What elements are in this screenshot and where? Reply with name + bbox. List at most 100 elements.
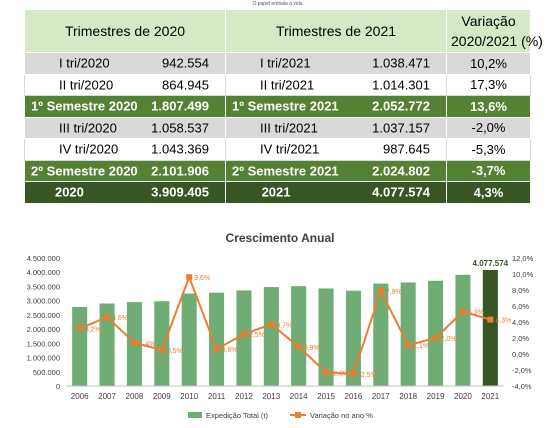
x-axis-tick-label: 2019 (427, 392, 445, 401)
cell-2020: 2º Semestre 2020 2.101.906 (24, 159, 226, 182)
last-bar-data-label: 4.077.574 (473, 259, 509, 268)
left-axis-tick-label: 2.000.000 (27, 325, 60, 334)
table-header-row: Trimestres de 2020 Trimestres de 2021 Va… (24, 9, 543, 53)
line-point (350, 371, 357, 377)
line-data-label: -2,3% (331, 370, 349, 377)
cell-variation: 13,6% (446, 95, 531, 118)
bar (209, 292, 225, 386)
x-axis-tick-label: 2021 (481, 392, 499, 401)
x-axis-tick-label: 2006 (71, 392, 89, 401)
cell-2020: I tri/2020 942.554 (24, 52, 226, 75)
header-variation: Variação 2020/2021 (%) (446, 9, 543, 53)
right-axis-tick-label: -4,0% (512, 382, 532, 391)
line-data-label: -2,5% (358, 372, 376, 379)
x-axis-tick-label: 2012 (235, 392, 253, 401)
right-axis-tick-label: 12,0% (512, 254, 534, 263)
bar (263, 287, 279, 386)
cell-2021: 2º Semestre 2021 2.024.802 (225, 159, 447, 182)
x-axis-tick-label: 2018 (399, 392, 417, 401)
row-label: 2021 (261, 184, 291, 200)
line-data-label: 4,6% (112, 315, 128, 322)
cell-2021: 1º Semestre 2021 2.052.772 (225, 95, 447, 118)
cell-2021: II tri/2021 1.014.301 (225, 73, 447, 96)
bar (318, 288, 334, 386)
row-value: 987.645 (383, 141, 430, 157)
x-axis-tick-label: 2013 (262, 392, 280, 401)
right-axis-tick-label: 4,0% (512, 318, 529, 327)
line-data-label: 0,5% (167, 348, 183, 355)
legend-bar-swatch (188, 412, 202, 418)
annual-growth-chart: Crescimento Anual 0 500.000 1.000.000 1.500.… (27, 231, 534, 420)
bar (291, 286, 307, 386)
line-point (186, 274, 193, 281)
line-point (295, 343, 302, 350)
line-point (240, 331, 247, 337)
cell-variation: 4,3% (446, 181, 531, 204)
row-label: I tri/2020 (59, 55, 110, 71)
row-label: IV tri/2020 (59, 141, 119, 157)
line-data-label: 0,6% (222, 347, 238, 354)
legend-label: Variação no ano % (310, 411, 373, 420)
table-row: 1º Semestre 2020 1.807.499 1º Semestre 202… (24, 95, 531, 118)
line-point (432, 335, 439, 341)
line-point (405, 342, 412, 349)
line-point (459, 308, 466, 315)
line-data-label: 4,3% (495, 318, 511, 325)
left-axis-tick-label: 1.000.000 (27, 354, 60, 363)
right-axis-tick-label: 2,0% (512, 334, 529, 343)
legend-line-marker (295, 412, 301, 418)
right-axis-tick-label: 0,0% (512, 350, 529, 359)
bar (400, 282, 416, 386)
line-point (213, 346, 220, 353)
left-axis-tick-label: 2.500.000 (27, 311, 60, 320)
row-value: 1.807.499 (151, 98, 209, 114)
left-axis-tick-label: 1.500.000 (27, 339, 60, 348)
row-value: 1.058.537 (151, 120, 209, 136)
line-data-label: 2,5% (249, 332, 265, 339)
line-data-label: 0,9% (304, 345, 320, 352)
row-value: 2.101.906 (151, 163, 209, 179)
line-data-label: 3,7% (276, 322, 292, 329)
row-value: 3.909.405 (151, 184, 209, 200)
line-point (487, 316, 494, 323)
row-label: II tri/2020 (59, 77, 114, 93)
cell-variation: -3,7% (446, 159, 531, 182)
cell-2021: III tri/2021 1.037.157 (225, 116, 447, 139)
row-label: IV tri/2021 (260, 141, 320, 157)
left-axis-tick-label: 4.500.000 (27, 254, 60, 263)
header-variation-line1: Variação (461, 13, 516, 29)
line-data-label: 9,6% (194, 275, 210, 282)
row-value: 942.554 (162, 55, 209, 71)
cell-variation: -5,3% (446, 138, 531, 161)
row-label: 2020 (54, 184, 84, 200)
cell-2020: II tri/2020 864.945 (24, 73, 226, 96)
header-tagline: O papel embala a vida (252, 1, 303, 7)
left-axis-tick-label: 3.000.000 (27, 297, 60, 306)
cell-2020: III tri/2020 1.058.537 (24, 116, 226, 139)
table-row: III tri/2020 1.058.537 III tri/2021 1.037.1… (24, 116, 531, 139)
bar (482, 270, 498, 386)
cell-variation: 17,3% (446, 73, 531, 96)
table-row: 2020 3.909.405 2021 4.077.574 4,3% (24, 181, 531, 204)
bar (72, 306, 88, 386)
left-axis-tick-label: 3.500.000 (27, 282, 60, 291)
x-axis-tick-label: 2017 (372, 392, 390, 401)
line-point (158, 347, 165, 353)
cell-2021: 2021 4.077.574 (225, 181, 447, 204)
cell-variation: 10,2% (446, 52, 531, 75)
bar (181, 293, 197, 386)
row-value: 2.052.772 (372, 98, 430, 114)
cell-2020: IV tri/2020 1.043.369 (24, 138, 226, 161)
bar (236, 290, 252, 386)
x-axis-tick-label: 2014 (290, 392, 308, 401)
row-label: III tri/2021 (260, 120, 318, 136)
row-label: 1º Semestre 2020 (31, 98, 138, 114)
table-row: 2º Semestre 2020 2.101.906 2º Semestre 202… (24, 159, 531, 182)
line-data-label: 1,4% (139, 341, 155, 348)
x-axis-tick-label: 2009 (153, 392, 171, 401)
cell-2021: IV tri/2021 987.645 (225, 138, 447, 161)
left-axis-tick-label: 0 (56, 382, 60, 391)
row-value: 864.945 (162, 77, 209, 93)
bar (99, 303, 115, 386)
row-value: 4.077.574 (372, 184, 430, 200)
